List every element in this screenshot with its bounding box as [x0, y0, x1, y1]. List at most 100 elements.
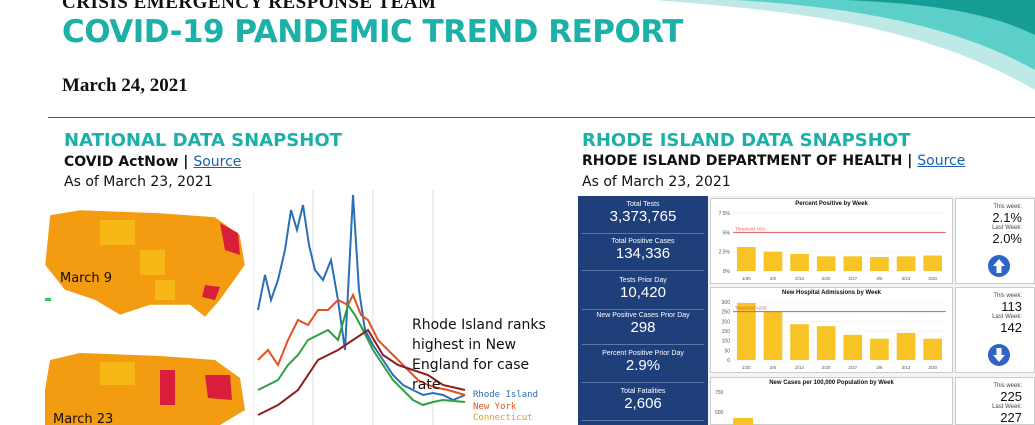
- kpi-total-tests: Total Tests 3,373,765: [582, 200, 704, 234]
- bar: [736, 247, 756, 271]
- x-tick-label: 3/20: [928, 365, 937, 370]
- y-tick-label: 250: [722, 310, 731, 316]
- x-tick-label: 1/30: [742, 276, 751, 281]
- header-divider: [48, 117, 1035, 118]
- bar: [790, 324, 809, 360]
- kpi-tests-prior-day: Tests Prior Day 10,420: [582, 276, 704, 310]
- last-week-value: 2.0%: [992, 231, 1022, 246]
- kpi-label: Tests Prior Day: [619, 277, 667, 284]
- header-wave-decoration: [655, 0, 1035, 90]
- kpi-label: Total Positive Cases: [611, 238, 675, 245]
- kpi-value: 10,420: [620, 284, 666, 301]
- this-week-value: 2.1%: [992, 210, 1022, 225]
- svg-text:750: 750: [715, 390, 724, 396]
- kpi-total-fatalities: Total Fatalities 2,606: [582, 387, 704, 421]
- bar: [870, 257, 889, 271]
- x-tick-label: 2/20: [822, 276, 831, 281]
- kpi-value: 2.9%: [625, 357, 661, 374]
- bar: [923, 338, 943, 360]
- trend-line-ct: [257, 302, 466, 407]
- national-source-name: COVID ActNow: [64, 154, 179, 170]
- this-week-value: 113: [1001, 299, 1022, 314]
- panel-title: New Cases per 100,000 Population by Week: [769, 380, 894, 386]
- y-tick-label: 2.5%: [719, 250, 731, 256]
- y-tick-label: 150: [722, 329, 731, 335]
- national-callout: Rhode Island ranks highest in New Englan…: [412, 317, 546, 393]
- panel-percent-positive: Percent Positive by Week 7.5% 5% 2.5% 0% 1/3…: [710, 198, 953, 284]
- ri-heading: RHODE ISLAND DATA SNAPSHOT: [582, 130, 911, 151]
- trend-line-ri: [257, 194, 466, 402]
- national-source-sep: |: [178, 154, 194, 170]
- panel-title: Percent Positive by Week: [795, 201, 868, 207]
- this-week-label: This week:: [993, 204, 1022, 210]
- last-week-label: Last Week:: [992, 404, 1022, 410]
- bar: [816, 256, 836, 271]
- panel-cases-per-100k: New Cases per 100,000 Population by Week…: [710, 377, 953, 425]
- kpi-total-positive: Total Positive Cases 134,336: [582, 237, 704, 271]
- kpi-label: New Positive Cases Prior Day: [596, 312, 690, 319]
- bar: [870, 338, 889, 360]
- kpi-label: Total Fatalities: [620, 388, 666, 395]
- x-tick-label: 2/27: [848, 365, 857, 370]
- cases-per-100k-chart: 750 500: [715, 390, 753, 425]
- report-title: COVID-19 PANDEMIC TREND REPORT: [62, 14, 683, 50]
- x-tick-label: 2/13: [795, 276, 804, 281]
- ri-source-link[interactable]: Source: [917, 153, 966, 169]
- y-tick-label: 200: [722, 319, 731, 325]
- kpi-percent-positive: Percent Positive Prior Day 2.9%: [582, 349, 704, 383]
- x-tick-label: 3/6: [876, 276, 883, 281]
- last-week-value: 142: [1000, 320, 1022, 335]
- ri-source-sep: |: [902, 153, 918, 169]
- x-tick-label: 2/13: [795, 365, 804, 370]
- state-case-trend-chart: [253, 190, 466, 425]
- legend-connecticut: Connecticut: [473, 413, 533, 423]
- x-tick-label: 3/20: [928, 276, 937, 281]
- y-tick-label: 0: [727, 358, 730, 364]
- kpi-column: Total Tests 3,373,765 Total Positive Case…: [578, 196, 708, 425]
- kpi-new-positive: New Positive Cases Prior Day 298: [582, 311, 704, 345]
- kpi-label: Percent Positive Prior Day: [602, 350, 684, 357]
- trend-line-other: [257, 328, 466, 416]
- map2-label: March 23: [53, 412, 114, 425]
- y-tick-label: 5%: [723, 230, 731, 236]
- bar: [896, 332, 916, 360]
- y-tick-label: 0%: [723, 269, 731, 275]
- last-week-label: Last Week:: [992, 225, 1022, 231]
- x-tick-label: 2/6: [770, 276, 777, 281]
- x-tick-label: 3/13: [902, 276, 911, 281]
- x-tick-label: 2/27: [848, 276, 857, 281]
- us-map-march-23: [45, 353, 245, 425]
- map1-label: March 9: [60, 271, 113, 286]
- y-tick-label: 100: [722, 339, 731, 345]
- panel-title: New Hospital Admissions by Week: [781, 290, 882, 296]
- panel-hospital-admissions: New Hospital Admissions by Week 300 250 20…: [710, 287, 953, 373]
- kpi-value: 298: [630, 319, 656, 336]
- bar: [843, 256, 863, 271]
- kpi-label: Total Tests: [626, 201, 660, 208]
- svg-text:500: 500: [715, 410, 724, 416]
- bar: [923, 255, 943, 271]
- bar: [896, 256, 916, 271]
- bar: [790, 253, 809, 271]
- bar: [763, 251, 783, 271]
- y-tick-label: 300: [722, 300, 731, 306]
- org-name: CRISIS EMERGENCY RESPONSE TEAM: [62, 0, 437, 13]
- x-tick-label: 3/6: [876, 365, 883, 370]
- x-tick-label: 1/30: [742, 365, 751, 370]
- percent-positive-bar-chart: 7.5% 5% 2.5% 0% 1/30 2/6 2/13 2/20 2/27 3/6 3/13 3/…: [719, 211, 946, 281]
- bar: [843, 334, 863, 360]
- this-week-label: This week:: [993, 383, 1022, 389]
- ri-source-name: RHODE ISLAND DEPARTMENT OF HEALTH: [582, 153, 903, 169]
- x-tick-label: 3/13: [902, 365, 911, 370]
- y-tick-label: 7.5%: [719, 211, 731, 217]
- ri-source-line: RHODE ISLAND DEPARTMENT OF HEALTH | Sour…: [582, 153, 965, 169]
- report-date: March 24, 2021: [62, 75, 188, 96]
- national-source-link[interactable]: Source: [193, 154, 242, 170]
- kpi-value: 3,373,765: [609, 208, 677, 225]
- legend-rhode-island: Rhode Island: [473, 390, 539, 400]
- ri-as-of: As of March 23, 2021: [582, 174, 731, 190]
- this-week-label: This week:: [993, 293, 1022, 299]
- hospital-admissions-bar-chart: 300 250 200 150 100 50 0 1/30 2/6 2/13 2/20 2/27 3/6…: [722, 300, 946, 370]
- side-percent-positive: This week: 2.1% Last Week: 2.0%: [955, 198, 1035, 284]
- trend-up-arrow-icon: [988, 255, 1010, 277]
